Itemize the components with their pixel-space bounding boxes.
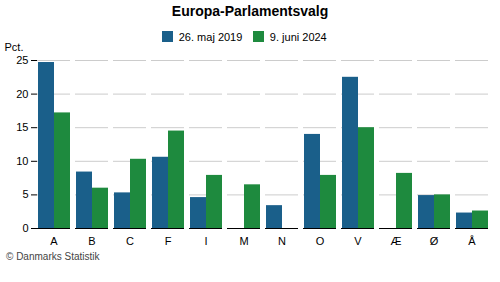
svg-text:20: 20 bbox=[16, 88, 28, 100]
svg-text:M: M bbox=[239, 235, 248, 247]
svg-text:Æ: Æ bbox=[391, 235, 402, 247]
svg-text:N: N bbox=[278, 235, 286, 247]
html-text:26. maj 2019: 26. maj 2019 bbox=[178, 30, 243, 43]
svg-text:15: 15 bbox=[16, 121, 28, 133]
svg-text:Å: Å bbox=[468, 235, 476, 247]
svg-text:10: 10 bbox=[16, 155, 28, 167]
svg-text:Ø: Ø bbox=[430, 235, 439, 247]
svg-text:V: V bbox=[354, 235, 362, 247]
svg-text:B: B bbox=[88, 235, 95, 247]
svg-text:I: I bbox=[204, 235, 207, 247]
svg-text:O: O bbox=[316, 235, 325, 247]
svg-text:5: 5 bbox=[22, 188, 28, 200]
html-text:© Danmarks Statistik: © Danmarks Statistik bbox=[6, 251, 100, 262]
svg-text:A: A bbox=[50, 235, 58, 247]
svg-text:25: 25 bbox=[16, 54, 28, 66]
svg-text:0: 0 bbox=[22, 222, 28, 234]
svg-text:C: C bbox=[126, 235, 134, 247]
svg-text:Pct.: Pct. bbox=[5, 41, 24, 53]
svg-text:F: F bbox=[165, 235, 172, 247]
html-text:9. juni 2024: 9. juni 2024 bbox=[269, 30, 327, 43]
html-text:Europa-Parlamentsvalg: Europa-Parlamentsvalg bbox=[171, 3, 329, 19]
